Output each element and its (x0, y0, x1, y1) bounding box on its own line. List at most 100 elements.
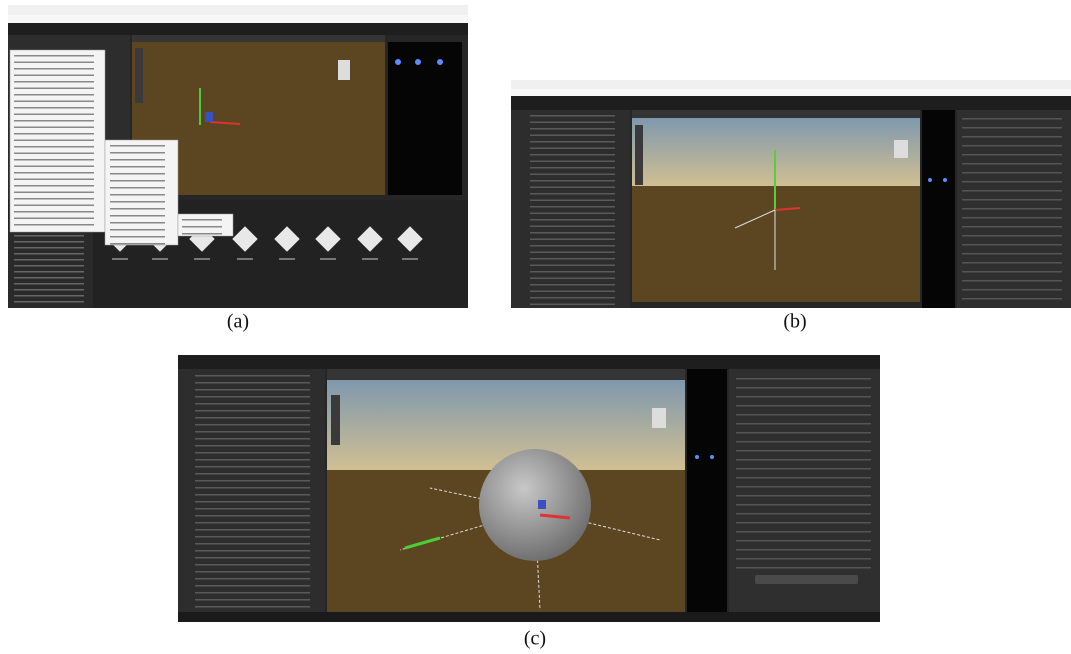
row (14, 301, 84, 303)
row (195, 578, 310, 580)
row (962, 199, 1062, 201)
row (736, 477, 871, 479)
icon-label (362, 258, 378, 260)
x-axis-gizmo (209, 121, 241, 125)
star (437, 59, 443, 65)
row (736, 531, 871, 533)
row (962, 181, 1062, 183)
row (530, 290, 615, 292)
row (530, 212, 615, 214)
row (110, 194, 165, 196)
row (530, 180, 615, 182)
hierarchy-panel (511, 110, 630, 308)
row (195, 431, 310, 433)
row (195, 487, 310, 489)
scene-toolbar (327, 369, 685, 380)
row (110, 215, 165, 217)
row (530, 154, 615, 156)
row (736, 567, 871, 569)
star (415, 59, 421, 65)
row (195, 396, 310, 398)
add-component-button[interactable] (755, 575, 858, 584)
toolbar (511, 96, 1071, 110)
icon-label (194, 258, 210, 260)
row (14, 172, 94, 174)
status-bar (178, 612, 880, 622)
row (14, 198, 94, 200)
row (195, 529, 310, 531)
asset-icon (315, 226, 341, 252)
row (195, 592, 310, 594)
row (14, 133, 94, 135)
row (962, 154, 1062, 156)
row (110, 180, 165, 182)
row (962, 298, 1062, 300)
row (195, 445, 310, 447)
row (530, 147, 615, 149)
x-axis-gizmo (774, 207, 801, 211)
row (736, 513, 871, 515)
scene-toolbar (132, 35, 385, 42)
row (962, 235, 1062, 237)
row (195, 438, 310, 440)
row (195, 403, 310, 405)
row (14, 107, 94, 109)
row (195, 543, 310, 545)
row (14, 139, 94, 141)
row (110, 187, 165, 189)
row (14, 241, 84, 243)
asset-icon (397, 226, 423, 252)
row (195, 564, 310, 566)
row (14, 204, 94, 206)
x-axis-gizmo (539, 513, 571, 520)
row (195, 515, 310, 517)
star (943, 178, 947, 182)
row (195, 557, 310, 559)
row (962, 253, 1062, 255)
row (195, 599, 310, 601)
row (14, 87, 94, 89)
row (195, 473, 310, 475)
submenu[interactable] (177, 213, 234, 237)
row (736, 549, 871, 551)
caption: (b) (783, 311, 806, 333)
row (530, 193, 615, 195)
row (962, 190, 1062, 192)
tool-palette (135, 48, 143, 103)
row (962, 208, 1062, 210)
row (14, 165, 94, 167)
row (14, 235, 84, 237)
row (530, 258, 615, 260)
row (14, 224, 94, 226)
row (195, 508, 310, 510)
icon-label (152, 258, 168, 260)
orientation-gizmo (894, 140, 908, 158)
row (14, 68, 94, 70)
icon-label (320, 258, 336, 260)
row (736, 450, 871, 452)
grid-axis (734, 209, 776, 229)
row (14, 211, 94, 213)
title-bar (8, 5, 468, 15)
row (182, 233, 222, 235)
row (110, 201, 165, 203)
row (530, 284, 615, 286)
row (530, 232, 615, 234)
row (530, 121, 615, 123)
row (14, 146, 94, 148)
icon-label (112, 258, 128, 260)
scene-toolbar (632, 110, 920, 118)
caption: (c) (524, 628, 546, 650)
row (14, 74, 94, 76)
row (14, 126, 94, 128)
submenu[interactable] (104, 139, 179, 246)
row (14, 185, 94, 187)
row (962, 163, 1062, 165)
row (530, 173, 615, 175)
moon-sphere (479, 449, 591, 561)
row (195, 452, 310, 454)
title-bar (511, 80, 1071, 89)
row (195, 550, 310, 552)
row (736, 522, 871, 524)
row (14, 152, 94, 154)
